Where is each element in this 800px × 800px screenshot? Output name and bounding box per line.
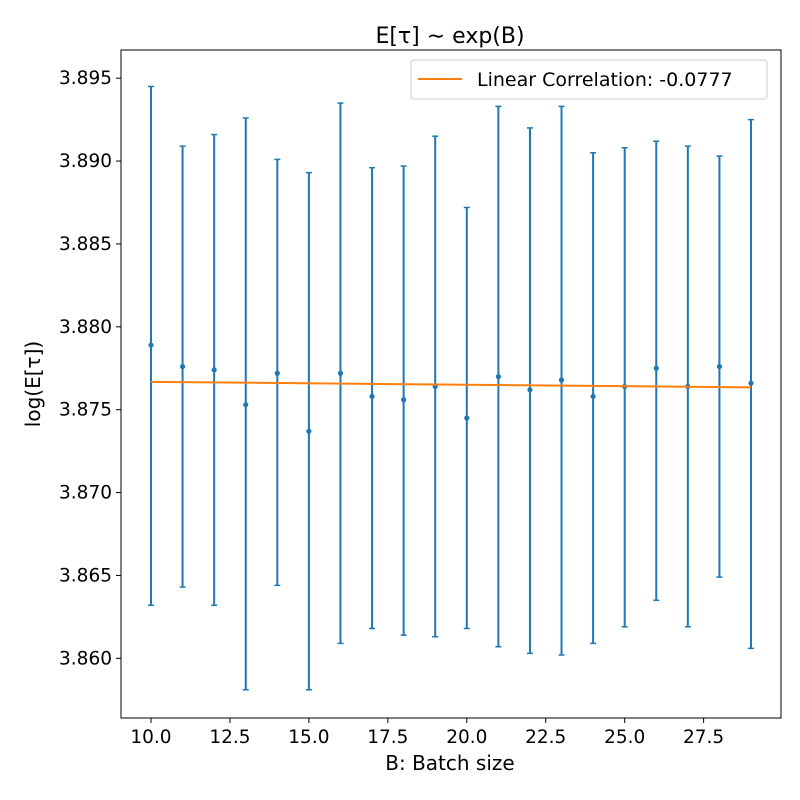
data-point — [558, 377, 565, 383]
y-tick-label: 3.860 — [59, 648, 112, 669]
plot-frame — [120, 49, 782, 719]
data-point — [243, 402, 249, 408]
data-point — [590, 393, 596, 400]
legend-label: Linear Correlation: -0.0777 — [477, 69, 733, 91]
y-tick-label: 3.880 — [59, 317, 112, 338]
x-axis-label: B: Batch size — [385, 751, 514, 775]
x-tick-label: 15.0 — [288, 727, 329, 748]
data-point — [369, 393, 375, 400]
data-point — [401, 397, 407, 403]
x-tick-label: 25.0 — [604, 727, 645, 748]
x-tick-label: 12.5 — [209, 727, 250, 748]
y-axis: 3.860 3.865 3.870 3.875 3.880 3.885 3.890 3.895 — [59, 68, 121, 669]
data-point — [527, 387, 533, 393]
x-tick-label: 10.0 — [130, 727, 171, 748]
data-point — [464, 415, 470, 421]
y-tick-label: 3.890 — [59, 151, 112, 172]
data-point — [653, 365, 659, 371]
data-point — [306, 428, 312, 434]
data-point — [274, 370, 280, 376]
data-point — [179, 363, 186, 370]
y-axis-label: log(E[τ]) — [21, 341, 45, 427]
y-tick-label: 3.885 — [59, 234, 112, 255]
correlation-line — [150, 380, 752, 389]
data-point — [716, 363, 723, 370]
data-point — [748, 380, 754, 386]
x-axis: 10.0 12.5 15.0 17.5 20.0 22.5 25.0 27.5 — [130, 718, 724, 748]
data-point — [148, 342, 154, 348]
y-tick-label: 3.895 — [59, 68, 112, 89]
y-tick-label: 3.875 — [59, 400, 112, 421]
data-point — [211, 367, 217, 373]
legend: Linear Correlation: -0.0777 — [410, 59, 768, 100]
legend-box — [410, 59, 768, 100]
data-point — [337, 370, 344, 376]
x-tick-label: 27.5 — [683, 727, 724, 748]
x-tick-label: 22.5 — [525, 727, 566, 748]
y-tick-label: 3.870 — [59, 483, 112, 504]
plot-area — [148, 85, 754, 691]
x-tick-label: 20.0 — [446, 727, 487, 748]
x-tick-label: 17.5 — [367, 727, 408, 748]
y-tick-label: 3.865 — [59, 565, 112, 586]
chart-title: E[τ] ∼ exp(B) — [375, 24, 524, 49]
data-point — [495, 373, 501, 380]
